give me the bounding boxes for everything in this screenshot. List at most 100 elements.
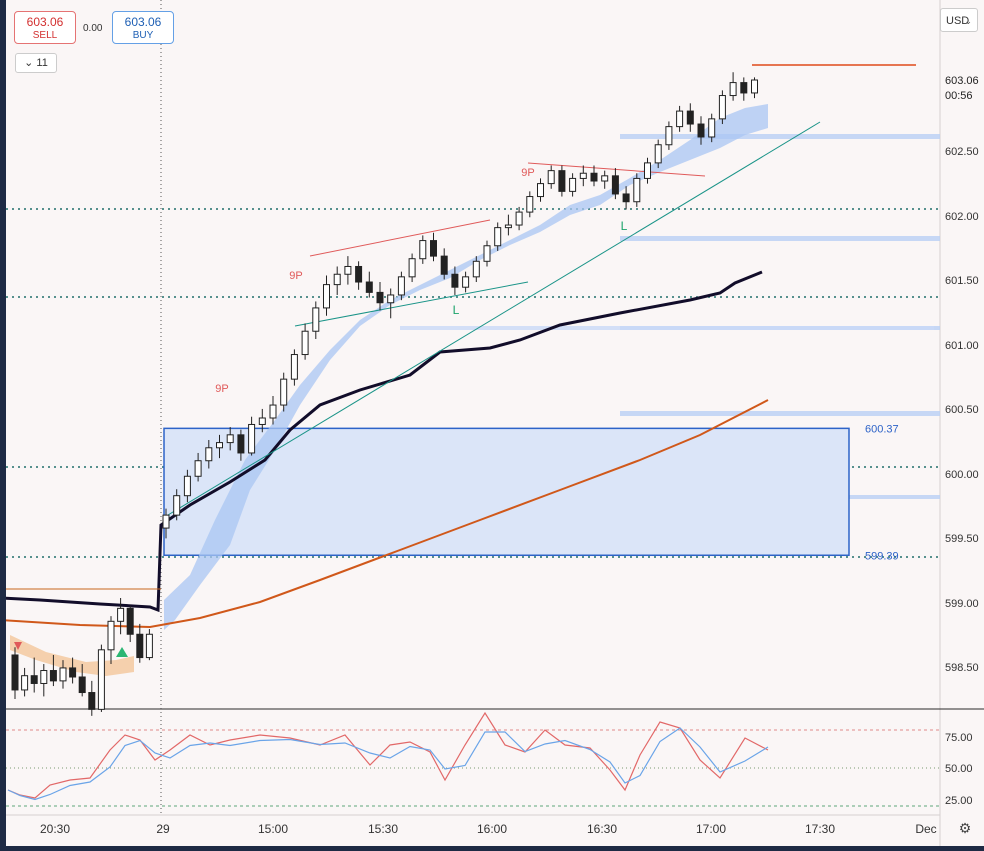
candle-body [117, 607, 125, 622]
current-price-tag: 603.06 [945, 75, 979, 87]
candle-body [483, 245, 491, 262]
candle-body [78, 676, 86, 694]
buy-label: BUY [132, 30, 154, 41]
candle-body [526, 196, 534, 213]
candle-body [194, 460, 202, 477]
candle-body [40, 670, 48, 684]
trendline-resistance [309, 219, 491, 257]
chart-annotation-label: L [621, 219, 628, 233]
trendline-resistance [527, 162, 706, 177]
candle-body [344, 265, 352, 275]
candle-body [301, 330, 309, 356]
price-axis-tick: 600.50 [945, 404, 979, 416]
candle-body [376, 291, 384, 304]
candle-body [665, 126, 673, 146]
candle-body [676, 110, 684, 128]
candle-body [430, 240, 437, 257]
osc-axis-tick: 50.00 [945, 763, 973, 775]
candle-body [697, 123, 705, 138]
candle-body [611, 175, 619, 195]
liquidity-level [620, 411, 940, 416]
price-axis-tick: 600.00 [945, 469, 979, 481]
currency-selector[interactable]: USD ⌄ [940, 8, 978, 32]
interval-selector[interactable]: ⌄ 11 [15, 53, 57, 73]
window-left-edge [0, 0, 6, 851]
candle-body [622, 193, 630, 203]
price-axis-tick: 601.50 [945, 275, 979, 287]
candle-body [451, 273, 459, 288]
buy-price: 603.06 [124, 15, 162, 29]
chart-annotation-label: 9P [521, 167, 534, 179]
window-bottom-edge [6, 846, 984, 851]
time-axis-tick: 15:30 [368, 822, 398, 836]
candle-body [397, 276, 405, 296]
chart-annotation-label: 9P [215, 383, 228, 395]
candle-body [569, 177, 577, 192]
candle-body [365, 281, 373, 293]
trendline-support [294, 281, 529, 327]
candle-body [216, 442, 223, 449]
candle-body [387, 294, 395, 304]
candle-body [88, 692, 96, 710]
candle-body [547, 170, 555, 185]
osc-d-line [7, 727, 769, 801]
candle-body [718, 95, 726, 120]
chevron-down-icon: ⌄ [24, 57, 34, 69]
price-axis-tick: 598.50 [945, 662, 979, 674]
candle-body [740, 82, 748, 94]
time-axis-tick: 17:30 [805, 822, 835, 836]
candle-body [708, 118, 716, 138]
candle-body [537, 183, 544, 198]
candle-body [30, 675, 38, 684]
candle-body [633, 177, 641, 203]
sell-signal-marker [14, 642, 22, 650]
candle-body [686, 110, 694, 125]
buy-button[interactable]: 603.06 BUY [112, 11, 174, 44]
candle-body [183, 475, 191, 497]
candle-body [237, 434, 245, 454]
time-axis-tick: 16:00 [477, 822, 507, 836]
gear-icon[interactable]: ⚙ [958, 820, 972, 836]
candle-body [290, 354, 298, 380]
time-axis-tick: 20:30 [40, 822, 70, 836]
trendline-long [167, 121, 821, 516]
candle-body [126, 607, 134, 635]
candle-body [462, 276, 470, 288]
candle-body [49, 670, 57, 682]
price-axis-tick: 599.00 [945, 598, 979, 610]
supply-demand-zone [163, 427, 850, 557]
sell-button[interactable]: 603.06 SELL [14, 11, 76, 44]
candle-body [312, 307, 320, 332]
liquidity-level [620, 134, 940, 139]
candle-body [729, 82, 737, 97]
ma-line-fast [6, 270, 763, 613]
candle-body [504, 224, 512, 229]
spread-value: 0.00 [83, 23, 103, 34]
candle-body [654, 144, 662, 164]
chart-background [6, 0, 984, 846]
candle-body [333, 273, 341, 286]
time-axis-tick: 29 [156, 822, 170, 836]
candle-body [408, 258, 416, 278]
candle-body [515, 211, 523, 226]
candle-body [751, 79, 758, 94]
osc-k-line [7, 711, 769, 799]
candle-body [145, 633, 153, 659]
candle-body [472, 260, 480, 278]
liquidity-level [400, 326, 934, 330]
candle-body [97, 649, 105, 710]
price-chart[interactable]: 600.37 599.39 9P 9P 9P L L 602.50 602.00 601.50 60… [6, 0, 984, 846]
buy-signal-marker [116, 647, 128, 657]
candle-body [258, 417, 266, 425]
osc-axis-tick: 25.00 [945, 795, 973, 807]
time-axis-tick: 16:30 [587, 822, 617, 836]
candle-body [226, 434, 234, 444]
candle-body [280, 378, 288, 406]
chart-annotation-label: L [453, 303, 460, 317]
chevron-down-icon: ⌄ [964, 16, 972, 26]
candle-body [323, 284, 330, 309]
candle-body [205, 447, 213, 462]
candle-body [355, 265, 363, 283]
time-axis-tick: 15:00 [258, 822, 288, 836]
price-axis-tick: 602.50 [945, 146, 979, 158]
